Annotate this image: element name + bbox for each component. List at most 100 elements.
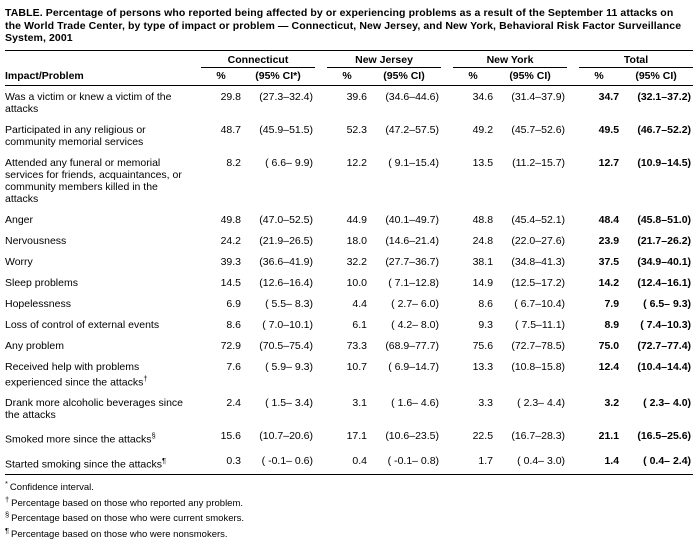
ci-new-jersey: ( 9.1–15.4) [388,156,440,169]
column-spacer [567,209,579,230]
pct-new-jersey: 3.1 [352,397,368,409]
column-spacer [567,392,579,425]
pct-total: 7.9 [604,297,620,310]
asterisk-marker: * [5,479,8,488]
row-label: Sleep problems [5,272,201,293]
group-header-connecticut: Connecticut [201,49,316,68]
row-label-text: Worry [5,255,33,268]
ci-new-york: (16.7–28.3) [511,430,566,442]
column-spacer [315,67,328,86]
column-spacer [441,152,453,209]
ci-header-connecticut: (95% CI*) [241,67,316,86]
table-row: Nervousness 24.2 (21.9–26.5) 18.0 (14.6–21.4… [5,230,693,251]
ci-new-york: ( 6.7–10.4) [514,297,566,310]
column-spacer [315,152,327,209]
pct-connecticut: 8.6 [226,318,241,331]
table-row: Received help with problems experienced … [5,356,693,393]
pct-new-jersey: 0.4 [352,454,368,467]
column-spacer [441,251,453,272]
pct-total: 21.1 [598,430,620,442]
footnote-confidence-interval: * Confidence interval. [5,478,689,494]
column-spacer [441,425,453,450]
column-spacer [315,392,327,425]
pct-connecticut: 15.6 [220,430,241,442]
ci-new-york: ( 0.4– 3.0) [517,454,566,467]
table-title: TABLE. Percentage of persons who reporte… [5,7,682,44]
column-spacer [567,335,579,356]
ci-new-jersey: ( 7.1–12.8) [388,276,440,289]
footnotes: * Confidence interval. † Percentage based … [5,478,689,541]
row-label-text: Received help with problems experienced … [5,360,144,388]
footnote-current-smokers: § Percentage based on those who were curr… [5,509,689,525]
column-spacer [441,85,453,119]
column-spacer [441,49,454,67]
row-label-text: Sleep problems [5,276,78,289]
ci-new-jersey: (34.6–44.6) [385,90,440,103]
ci-total: (12.4–16.1) [637,276,692,289]
pct-new-york: 34.6 [472,90,494,103]
pct-total: 14.2 [598,276,620,289]
pct-new-york: 13.3 [472,360,494,373]
pct-new-york: 9.3 [478,318,494,331]
pct-new-jersey: 10.0 [346,276,368,289]
row-label-text: Hopelessness [5,297,71,310]
column-spacer [567,85,579,119]
ci-new-jersey: (40.1–49.7) [385,213,440,226]
column-spacer [315,209,327,230]
row-label-text: Nervousness [5,234,67,247]
pct-total: 34.7 [598,90,620,103]
column-spacer [315,293,327,314]
column-spacer [567,152,579,209]
ci-new-york: (10.8–15.8) [511,360,566,373]
ci-new-york: (72.7–78.5) [511,339,566,352]
column-spacer [315,272,327,293]
table-row: Was a victim or knew a victim of the att… [5,85,693,119]
footnote-text: Percentage based on those who reported a… [11,497,244,509]
pct-total: 75.0 [598,339,620,352]
column-spacer [315,335,327,356]
ci-total: (10.9–14.5) [637,156,692,169]
pct-new-york: 8.6 [478,297,494,310]
column-spacer [441,230,453,251]
column-spacer [567,450,579,475]
row-label-text: Drank more alcoholic beverages since the… [5,397,184,421]
footnote-text: Confidence interval. [9,482,94,494]
pct-new-jersey: 44.9 [346,213,368,226]
ci-new-jersey: (14.6–21.4) [385,234,440,247]
column-spacer [567,49,580,67]
pct-connecticut: 0.3 [226,454,241,467]
pct-new-jersey: 32.2 [346,255,368,268]
pct-connecticut: 24.2 [220,234,241,247]
ci-new-jersey: (47.2–57.5) [385,123,440,136]
row-label-text: Any problem [5,339,64,352]
row-label-text: Participated in any religious or communi… [5,123,146,148]
data-table: Connecticut New Jersey New York Total Im… [5,49,694,475]
ci-connecticut: ( 6.6– 9.9) [265,156,314,169]
column-spacer [441,209,453,230]
ci-connecticut: (21.9–26.5) [259,234,314,247]
table-row: Participated in any religious or communi… [5,119,693,152]
ci-new-york: (45.4–52.1) [511,213,566,226]
pct-header-total: % [579,67,620,86]
column-spacer [441,335,453,356]
column-spacer [315,49,328,67]
ci-new-jersey: (10.6–23.5) [385,430,440,442]
column-spacer [441,392,453,425]
row-label: Started smoking since the attacks¶ [5,450,201,475]
pct-connecticut: 14.5 [220,276,241,289]
ci-total: (21.7–26.2) [637,234,692,247]
pct-total: 48.4 [598,213,620,226]
footnote-marker: † [143,373,148,383]
column-spacer [315,251,327,272]
ci-total: (46.7–52.2) [637,123,692,136]
ci-total: ( 0.4– 2.4) [643,454,692,467]
column-spacer [441,293,453,314]
row-label: Any problem [5,335,201,356]
ci-total: ( 6.5– 9.3) [643,297,692,310]
table-row: Any problem 72.9 (70.5–75.4) 73.3 (68.9–77.7… [5,335,693,356]
column-spacer [567,425,579,450]
ci-new-york: (31.4–37.9) [511,90,566,103]
pct-new-jersey: 12.2 [346,156,368,169]
column-spacer [567,251,579,272]
row-label: Received help with problems experienced … [5,356,201,393]
